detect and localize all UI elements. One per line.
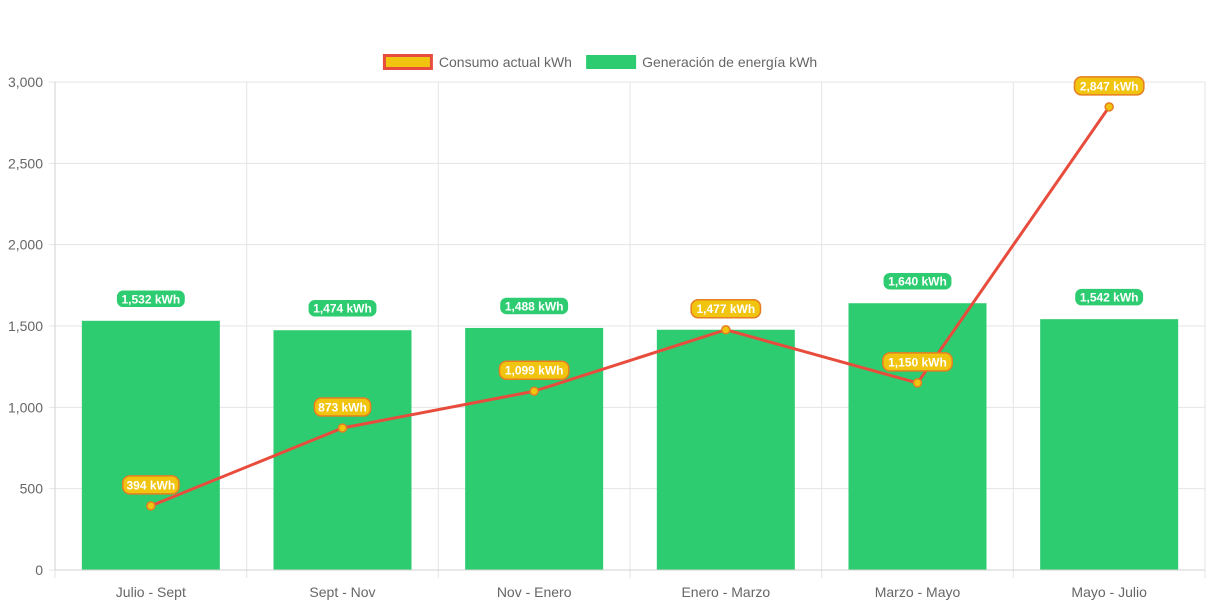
legend-swatch (586, 55, 637, 69)
line-data-label-text: 394 kWh (126, 478, 175, 492)
bar-data-label-text: 1,474 kWh (313, 302, 372, 316)
line-data-label: 394 kWh (121, 475, 180, 495)
x-tick-label: Marzo - Mayo (875, 584, 961, 600)
line-point (912, 378, 923, 388)
x-tick-label: Mayo - Julio (1071, 584, 1147, 600)
data-labels: 1,532 kWh 1,474 kWh 1,488 kWh 1,477 kWh 1,64… (115, 76, 1145, 495)
y-tick-label: 2,000 (8, 237, 43, 253)
line-data-label-text: 1,099 kWh (505, 364, 564, 378)
line-data-label: 2,847 kWh (1073, 76, 1145, 96)
line-data-label-bg (121, 475, 180, 495)
bar-data-label: 1,640 kWh (882, 271, 953, 291)
bar (1040, 319, 1179, 570)
bar (656, 329, 795, 570)
legend-swatch (382, 54, 433, 70)
bar-data-label: 1,532 kWh (115, 289, 187, 309)
bar-data-label: 1,488 kWh (498, 296, 570, 316)
line-data-label: 873 kWh (313, 397, 372, 417)
line-data-label-bg (690, 298, 762, 319)
line-point (337, 423, 348, 433)
x-tick-label: Nov - Enero (497, 584, 572, 600)
line-point (1104, 102, 1114, 112)
line-point (146, 501, 156, 511)
axes: 0 500 1,000 1,500 2,000 2,500 3,000 Julio - Sep… (8, 74, 1205, 600)
line-data-label-bg (882, 352, 953, 372)
y-tick-label: 1,500 (8, 318, 43, 334)
line-path (150, 106, 1111, 508)
bar-data-label-bg (115, 289, 187, 309)
bar-data-label: 1,474 kWh (307, 298, 378, 318)
bar (273, 330, 412, 570)
x-tick-label: Sept - Nov (309, 584, 375, 600)
y-tick-label: 2,500 (8, 155, 43, 171)
bar-data-label: 1,542 kWh (1073, 287, 1145, 307)
x-tick-label: Enero - Marzo (681, 584, 770, 600)
line-data-label: 1,150 kWh (882, 352, 953, 372)
bar-data-label-bg (307, 298, 378, 318)
y-tick-label: 1,000 (8, 399, 43, 415)
x-tick-label: Julio - Sept (116, 584, 186, 600)
bar (81, 320, 220, 570)
y-tick-label: 3,000 (8, 74, 43, 90)
line-data-label-bg (1073, 76, 1145, 96)
line-data-label-bg (498, 360, 570, 380)
legend-item-consumo[interactable]: Consumo actual kWh (382, 54, 572, 70)
bar-data-label-text: 1,532 kWh (121, 292, 180, 306)
bar-data-label-bg (882, 271, 953, 291)
line-data-label-text: 1,477 kWh (696, 302, 755, 316)
legend-item-generacion[interactable]: Generación de energía kWh (586, 54, 817, 70)
line-data-label: 1,099 kWh (498, 360, 570, 380)
bar-data-label-bg (498, 296, 570, 316)
line-data-label-text: 1,150 kWh (888, 355, 947, 369)
bar-data-label-text: 1,488 kWh (505, 299, 564, 313)
bar (848, 303, 987, 570)
legend-label: Generación de energía kWh (642, 54, 817, 70)
y-tick-label: 0 (35, 562, 43, 578)
line-data-label-text: 2,847 kWh (1080, 79, 1139, 93)
y-tick-label: 500 (20, 481, 44, 497)
bar-data-label-bg (1073, 287, 1145, 307)
bar-series (81, 303, 1179, 570)
legend[interactable]: Consumo actual kWh Generación de energía … (382, 54, 817, 70)
bar-data-label-text: 1,640 kWh (888, 275, 947, 289)
line-series (146, 102, 1114, 511)
gridlines (49, 81, 1206, 578)
line-point (529, 386, 539, 396)
line-data-label-text: 873 kWh (318, 400, 367, 414)
line-data-label-bg (313, 397, 372, 417)
line-point (721, 324, 731, 335)
legend-label: Consumo actual kWh (439, 54, 572, 70)
line-data-label: 1,477 kWh (690, 298, 762, 319)
bar-data-label-text: 1,542 kWh (1080, 291, 1139, 305)
